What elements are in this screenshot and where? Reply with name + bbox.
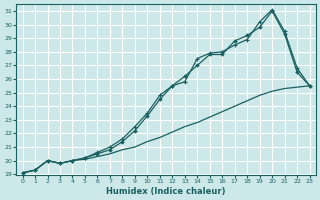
X-axis label: Humidex (Indice chaleur): Humidex (Indice chaleur) bbox=[106, 187, 226, 196]
